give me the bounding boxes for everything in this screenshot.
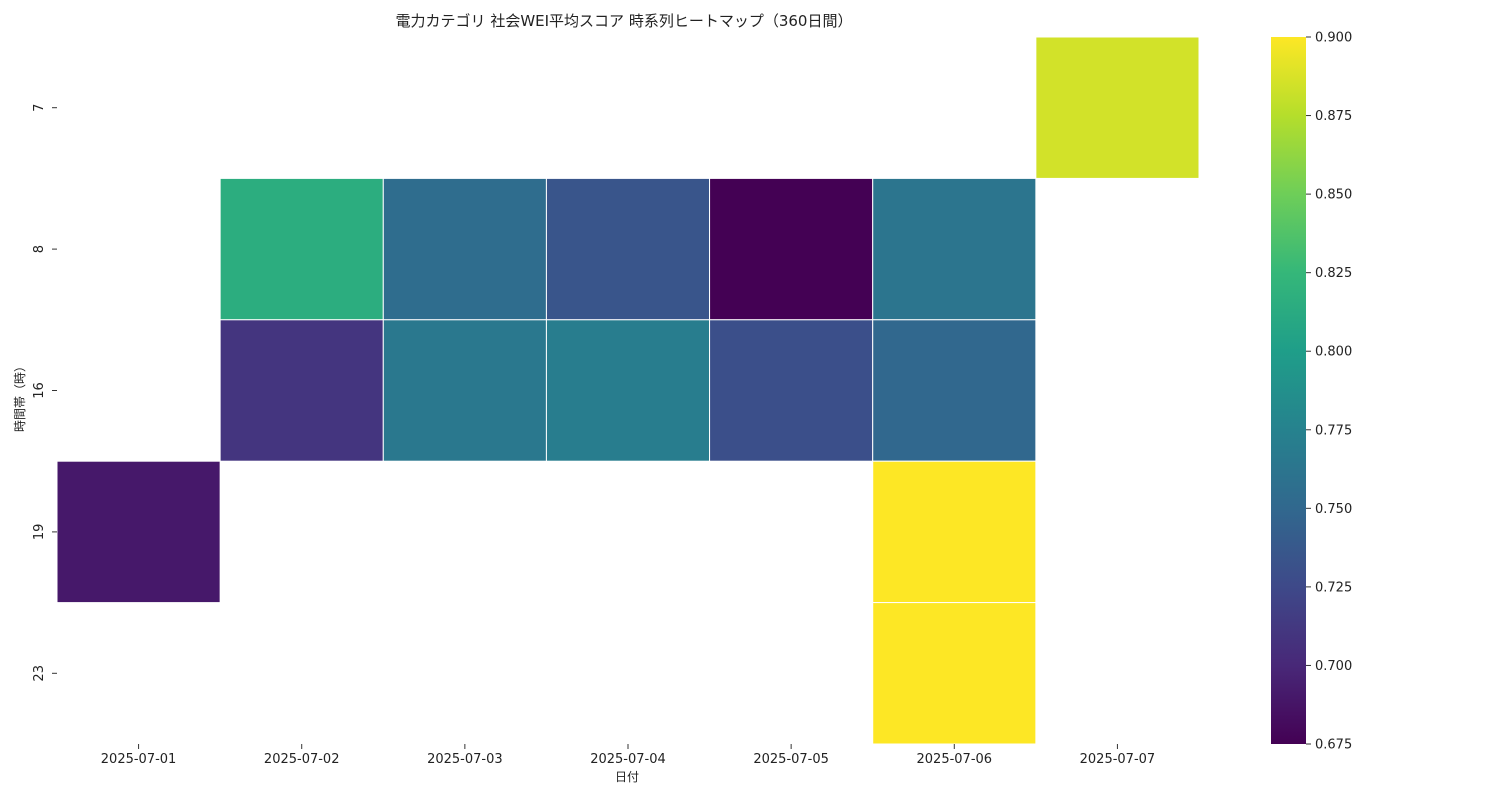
heatmap-cell xyxy=(56,460,221,604)
x-tick-label: 2025-07-05 xyxy=(753,752,829,767)
x-tick-label: 2025-07-06 xyxy=(917,752,993,767)
colorbar-tick-label: 0.725 xyxy=(1315,580,1352,595)
y-tick-label: 16 xyxy=(32,382,47,399)
colorbar-tick-label: 0.700 xyxy=(1315,659,1352,674)
x-tick-label: 2025-07-07 xyxy=(1080,752,1156,767)
heatmap-cell xyxy=(709,177,874,321)
heatmap-cell xyxy=(382,177,547,321)
colorbar-tick-label: 0.800 xyxy=(1315,345,1352,360)
colorbar-tick-label: 0.850 xyxy=(1315,188,1352,203)
colorbar xyxy=(1271,37,1306,744)
heatmap-cell xyxy=(872,319,1037,462)
x-tick-label: 2025-07-01 xyxy=(101,752,177,767)
heatmap-cell xyxy=(219,319,384,462)
heatmap-cell xyxy=(382,319,547,462)
chart-title: 電力カテゴリ 社会WEI平均スコア 時系列ヒートマップ（360日間） xyxy=(396,12,853,30)
colorbar-tick-label: 0.875 xyxy=(1315,109,1352,124)
colorbar-tick-label: 0.750 xyxy=(1315,502,1352,517)
y-tick-label: 8 xyxy=(32,245,47,253)
heatmap-cell xyxy=(219,177,384,321)
colorbar-ticks: 0.675 0.700 0.725 0.750 0.775 0.800 0.825 0.850… xyxy=(1306,31,1352,753)
x-axis-label: 日付 xyxy=(615,770,639,784)
heatmap-cell xyxy=(872,460,1037,604)
heatmap-cell xyxy=(709,319,874,462)
heatmap-cell xyxy=(872,177,1037,321)
colorbar-tick-label: 0.900 xyxy=(1315,31,1352,46)
y-tick-label: 7 xyxy=(32,104,47,112)
y-tick-label: 19 xyxy=(32,524,47,541)
y-axis-ticks: 7 8 16 19 23 xyxy=(32,104,57,682)
y-tick-label: 23 xyxy=(32,665,47,682)
x-tick-label: 2025-07-02 xyxy=(264,752,340,767)
colorbar-tick-label: 0.675 xyxy=(1315,738,1352,753)
heatmap-cell xyxy=(1035,36,1200,179)
y-axis-label: 時間帯（時） xyxy=(13,360,27,432)
colorbar-tick-label: 0.825 xyxy=(1315,266,1352,281)
heatmap-cell xyxy=(545,319,711,462)
heatmap-cell xyxy=(872,602,1037,745)
heatmap-cell xyxy=(545,177,711,321)
colorbar-tick-label: 0.775 xyxy=(1315,423,1352,438)
heatmap-cells xyxy=(56,36,1200,745)
x-axis-ticks: 2025-07-01 2025-07-02 2025-07-03 2025-07-04… xyxy=(101,744,1155,767)
x-tick-label: 2025-07-03 xyxy=(427,752,503,767)
x-tick-label: 2025-07-04 xyxy=(590,752,666,767)
